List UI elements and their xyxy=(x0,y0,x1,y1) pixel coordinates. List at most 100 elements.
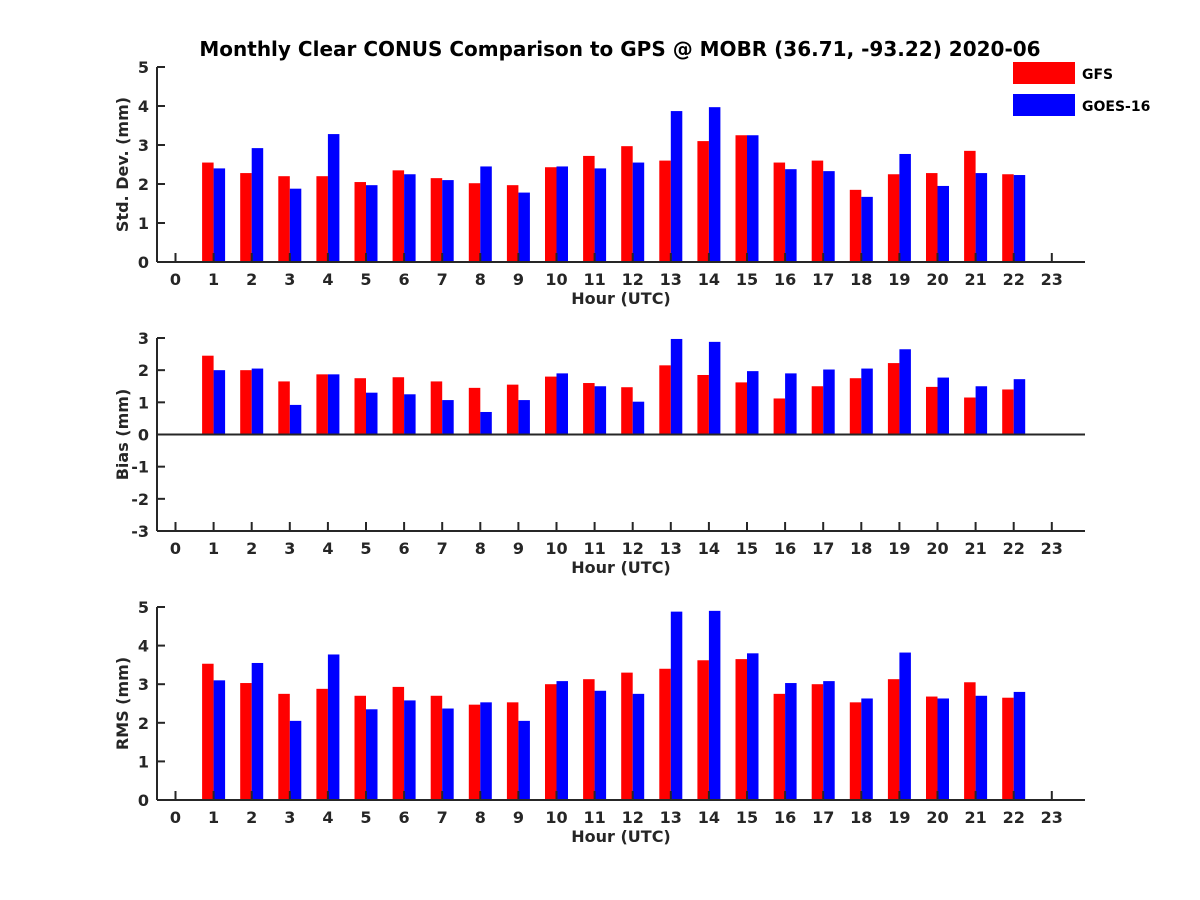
rms-bar-goes16-h16 xyxy=(785,683,797,800)
bias-bar-goes16-h1 xyxy=(213,370,226,435)
bias-x-tick-label: 2 xyxy=(246,539,257,558)
std-dev-x-tick-label: 20 xyxy=(926,270,948,289)
rms-bar-goes16-h14 xyxy=(708,610,721,800)
rms-bar-gfs-h10 xyxy=(545,684,557,800)
rms-bar-goes16-h12 xyxy=(632,693,645,800)
std-dev-x-tick-label: 8 xyxy=(475,270,486,289)
bias-bar-goes16-h10 xyxy=(556,373,568,435)
bias-x-axis-label: Hour (UTC) xyxy=(571,558,671,577)
std-dev-bar-goes16-h12 xyxy=(632,162,645,262)
rms-x-tick-label: 16 xyxy=(774,808,796,827)
std-dev-bar-goes16-h6 xyxy=(404,174,416,262)
bias-x-tick-label: 7 xyxy=(437,539,448,558)
bias-bar-gfs-h10 xyxy=(545,376,557,435)
bias-bar-gfs-h4 xyxy=(316,374,328,435)
rms-bar-goes16-h19 xyxy=(899,652,911,800)
bias-bar-goes16-h6 xyxy=(404,394,416,435)
std-dev-bar-goes16-h13 xyxy=(670,111,683,262)
std-dev-bar-gfs-h3 xyxy=(278,176,290,262)
bias-x-tick-label: 4 xyxy=(322,539,333,558)
rms-bar-goes16-h20 xyxy=(937,698,949,800)
bias-x-tick-label: 13 xyxy=(660,539,682,558)
rms-y-tick-label: 4 xyxy=(138,637,149,656)
bias-bar-goes16-h4 xyxy=(327,374,340,435)
bias-y-tick-label: -2 xyxy=(131,490,149,509)
rms-bar-goes16-h5 xyxy=(366,709,378,800)
bias-bar-goes16-h9 xyxy=(518,400,530,435)
rms-bar-goes16-h8 xyxy=(480,702,492,800)
rms-x-tick-label: 4 xyxy=(322,808,333,827)
rms-x-tick-label: 7 xyxy=(437,808,448,827)
std-dev-bar-goes16-h7 xyxy=(442,180,454,262)
std-dev-x-tick-label: 22 xyxy=(1003,270,1025,289)
bias-x-tick-label: 23 xyxy=(1041,539,1063,558)
std-dev-bar-goes16-h15 xyxy=(747,135,759,262)
bias-bar-goes16-h22 xyxy=(1013,379,1026,435)
std-dev-x-tick-label: 19 xyxy=(888,270,910,289)
rms-bar-goes16-h1 xyxy=(213,680,226,800)
rms-bar-goes16-h4 xyxy=(327,654,340,800)
rms-bar-gfs-h22 xyxy=(1002,697,1014,800)
bias-y-axis-label: Bias (mm) xyxy=(113,389,132,481)
std-dev-y-axis-label: Std. Dev. (mm) xyxy=(113,97,132,232)
rms-bar-goes16-h21 xyxy=(975,695,988,800)
rms-bar-gfs-h8 xyxy=(468,704,481,800)
std-dev-y-tick-label: 3 xyxy=(138,136,149,155)
rms-x-tick-label: 3 xyxy=(284,808,295,827)
bias-x-tick-label: 15 xyxy=(736,539,758,558)
rms-bar-goes16-h13 xyxy=(670,611,683,800)
rms-x-tick-label: 19 xyxy=(888,808,910,827)
std-dev-bar-goes16-h5 xyxy=(366,185,378,262)
rms-bar-gfs-h9 xyxy=(506,702,519,800)
bias-bar-goes16-h16 xyxy=(785,373,797,435)
bias-x-tick-label: 14 xyxy=(698,539,720,558)
legend-label-gfs: GFS xyxy=(1082,67,1113,83)
rms-x-tick-label: 13 xyxy=(660,808,682,827)
bias-x-tick-label: 22 xyxy=(1003,539,1025,558)
bias-bar-goes16-h19 xyxy=(899,349,911,435)
std-dev-bar-goes16-h17 xyxy=(823,171,835,262)
std-dev-x-tick-label: 12 xyxy=(622,270,644,289)
std-dev-bar-gfs-h15 xyxy=(735,135,747,262)
std-dev-bar-gfs-h10 xyxy=(545,167,557,262)
std-dev-bar-goes16-h10 xyxy=(556,166,568,262)
bias-x-tick-label: 6 xyxy=(399,539,410,558)
std-dev-x-tick-label: 18 xyxy=(850,270,872,289)
bias-bar-gfs-h12 xyxy=(621,387,633,435)
bias-bar-goes16-h5 xyxy=(366,392,378,435)
std-dev-x-tick-label: 9 xyxy=(513,270,524,289)
rms-x-tick-label: 6 xyxy=(399,808,410,827)
bias-x-tick-label: 16 xyxy=(774,539,796,558)
bias-x-tick-label: 10 xyxy=(545,539,567,558)
rms-bar-gfs-h20 xyxy=(926,696,938,800)
rms-x-tick-label: 20 xyxy=(926,808,948,827)
std-dev-bar-gfs-h5 xyxy=(354,182,366,262)
bias-x-tick-label: 5 xyxy=(360,539,371,558)
bias-bar-gfs-h7 xyxy=(430,381,443,435)
std-dev-y-tick-label: 1 xyxy=(138,214,149,233)
rms-bar-gfs-h11 xyxy=(583,679,595,800)
std-dev-bar-gfs-h12 xyxy=(621,146,633,262)
rms-bar-goes16-h10 xyxy=(556,681,568,800)
bias-x-tick-label: 1 xyxy=(208,539,219,558)
std-dev-y-tick-label: 2 xyxy=(138,175,149,194)
bias-bar-goes16-h21 xyxy=(975,386,988,435)
std-dev-x-tick-label: 13 xyxy=(660,270,682,289)
rms-x-tick-label: 5 xyxy=(360,808,371,827)
rms-bar-goes16-h18 xyxy=(861,698,873,800)
std-dev-x-tick-label: 0 xyxy=(170,270,181,289)
std-dev-bar-goes16-h21 xyxy=(975,173,988,262)
std-dev-bar-goes16-h20 xyxy=(937,185,949,262)
rms-bar-gfs-h12 xyxy=(621,672,633,800)
rms-y-tick-label: 0 xyxy=(138,791,149,810)
bias-bar-gfs-h15 xyxy=(735,382,747,435)
rms-x-tick-label: 22 xyxy=(1003,808,1025,827)
rms-x-axis-label: Hour (UTC) xyxy=(571,827,671,846)
bias-y-tick-label: 1 xyxy=(138,393,149,412)
rms-x-tick-label: 23 xyxy=(1041,808,1063,827)
rms-bar-gfs-h2 xyxy=(240,683,252,800)
bias-bar-gfs-h20 xyxy=(926,386,938,435)
